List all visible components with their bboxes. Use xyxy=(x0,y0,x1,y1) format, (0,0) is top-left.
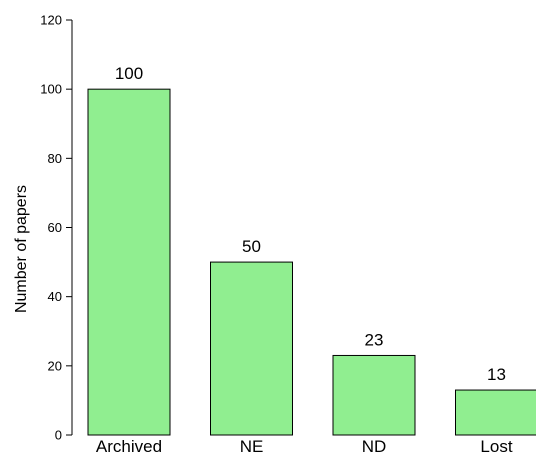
data-label-ne: 50 xyxy=(242,237,261,256)
y-axis-title: Number of papers xyxy=(13,185,30,313)
data-label-lost: 13 xyxy=(487,365,506,384)
y-tick-label: 60 xyxy=(48,220,62,235)
y-tick-label: 80 xyxy=(48,151,62,166)
category-labels: Archived NE ND Lost xyxy=(96,437,513,454)
data-label-nd: 23 xyxy=(365,330,384,349)
y-tick-label: 0 xyxy=(55,428,62,443)
y-tick-label: 20 xyxy=(48,358,62,373)
bar-nd xyxy=(332,354,416,436)
category-label-nd: ND xyxy=(362,437,387,454)
bar-archived xyxy=(87,88,171,436)
data-label-archived: 100 xyxy=(115,64,143,83)
category-label-lost: Lost xyxy=(480,437,512,454)
y-axis: 0 20 40 60 80 100 120 xyxy=(40,13,73,443)
bar-lost xyxy=(455,389,536,436)
y-tick-label: 120 xyxy=(40,13,62,28)
category-label-archived: Archived xyxy=(96,437,162,454)
y-tick-label: 40 xyxy=(48,289,62,304)
bars xyxy=(87,88,536,436)
category-label-ne: NE xyxy=(240,437,264,454)
data-labels: 100 50 23 13 xyxy=(115,64,506,384)
bar-ne xyxy=(210,261,293,436)
y-tick-label: 100 xyxy=(40,82,62,97)
